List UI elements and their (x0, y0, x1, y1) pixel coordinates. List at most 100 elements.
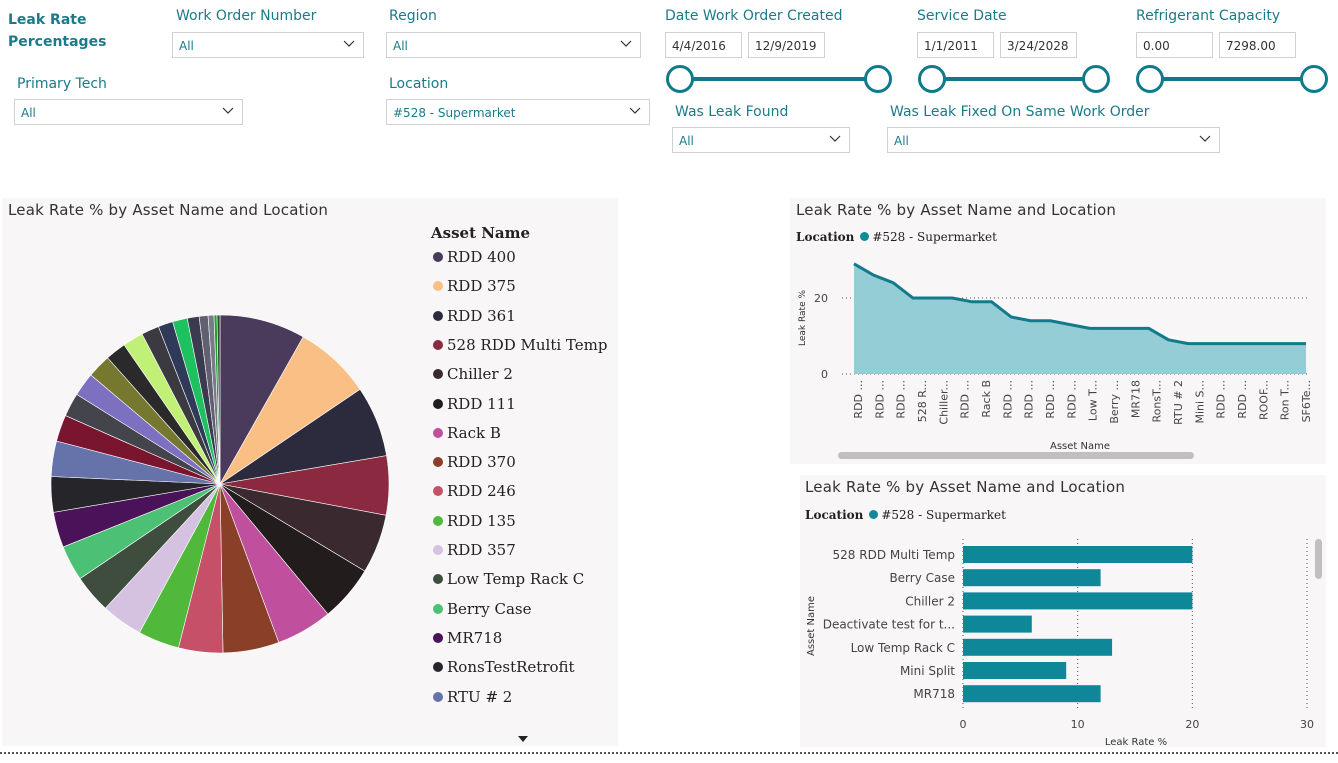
work-order-dropdown[interactable]: All (172, 32, 364, 58)
pie-slice[interactable] (219, 314, 304, 486)
x-tick-label: RDD ... (852, 380, 865, 419)
work-order-label: Work Order Number (176, 8, 317, 24)
slider-track (928, 77, 1100, 81)
refrigerant-min-input[interactable]: 0.00 (1136, 32, 1213, 58)
service-date-start-input[interactable]: 1/1/2011 (917, 32, 994, 58)
x-tick-label: RDD ... (1215, 380, 1228, 419)
vertical-scrollbar[interactable] (1315, 539, 1322, 579)
legend-item[interactable]: Berry Case (433, 600, 531, 618)
refrigerant-slider[interactable] (1136, 65, 1328, 93)
leak-fixed-dropdown[interactable]: All (887, 127, 1220, 153)
bar[interactable] (963, 569, 1101, 587)
x-tick-label: RDD ... (1236, 380, 1249, 419)
legend-item[interactable]: RDD 357 (433, 541, 516, 559)
bar[interactable] (963, 638, 1113, 656)
location-value: #528 - Supermarket (393, 106, 516, 120)
y-axis-label: Asset Name (806, 596, 817, 656)
legend-label: RDD 370 (447, 453, 516, 472)
legend-item[interactable]: MR718 (433, 629, 502, 647)
legend-dot (433, 574, 443, 585)
legend-item[interactable]: RDD 400 (433, 248, 516, 266)
date-created-start-input[interactable]: 4/4/2016 (665, 32, 742, 58)
x-tick-label: 10 (1071, 718, 1085, 731)
legend-label: RDD 375 (447, 277, 516, 296)
x-tick-label: Ron T... (1279, 380, 1292, 420)
area-chart-legend: Location #528 - Supermarket (796, 230, 997, 244)
series-line[interactable] (853, 262, 1306, 346)
x-tick-label: Rack B (980, 380, 993, 418)
location-dropdown[interactable]: #528 - Supermarket (386, 99, 650, 125)
legend-item[interactable]: RDD 361 (433, 307, 516, 325)
legend-item[interactable]: RDD 375 (433, 277, 516, 295)
leak-found-dropdown[interactable]: All (672, 127, 850, 153)
chevron-down-icon (629, 107, 641, 114)
legend-item[interactable]: Rack B (433, 424, 501, 442)
chevron-down-icon (1199, 135, 1211, 142)
legend-scroll-down-icon[interactable] (517, 735, 529, 743)
date-created-slider[interactable] (666, 65, 892, 93)
area-fill[interactable] (854, 263, 1306, 374)
x-tick-label: Mini S... (1193, 380, 1206, 424)
region-dropdown[interactable]: All (386, 32, 641, 58)
service-date-slider[interactable] (918, 65, 1110, 93)
primary-tech-dropdown[interactable]: All (14, 99, 243, 125)
legend-label: Berry Case (447, 599, 532, 618)
legend-dot (433, 632, 443, 643)
service-date-end-input[interactable]: 3/24/2028 (1000, 32, 1077, 58)
legend-label: RDD 361 (447, 306, 516, 325)
legend-item[interactable]: RDD 246 (433, 482, 516, 500)
slider-end-handle[interactable] (1300, 65, 1328, 93)
x-tick-label: 528 R... (916, 380, 929, 422)
pie-slice[interactable] (216, 314, 221, 485)
bar[interactable] (963, 546, 1193, 563)
page-title: Leak Rate Percentages (8, 12, 107, 50)
slider-end-handle[interactable] (864, 65, 892, 93)
legend-title: Asset Name (431, 224, 531, 242)
leak-fixed-label: Was Leak Fixed On Same Work Order (890, 104, 1150, 120)
bar-chart-panel: Leak Rate % by Asset Name and Location L… (800, 475, 1326, 747)
legend-item[interactable]: RTU # 2 (433, 688, 512, 706)
legend-item[interactable]: RonsTestRetrofit (433, 658, 575, 676)
y-tick-label: Low Temp Rack C (851, 641, 955, 655)
x-axis-label: Leak Rate % (1105, 737, 1167, 747)
legend-label: RonsTestRetrofit (447, 658, 575, 677)
legend-item[interactable]: RDD 111 (433, 395, 516, 413)
bar[interactable] (963, 685, 1101, 703)
bar-chart-legend: Location #528 - Supermarket (805, 508, 1006, 522)
x-tick-label: RDD ... (1044, 380, 1057, 419)
legend-dot (433, 457, 443, 468)
y-tick-label: Mini Split (900, 664, 955, 678)
legend-item[interactable]: Low Temp Rack C (433, 570, 584, 588)
legend-value: #528 - Supermarket (881, 508, 1006, 522)
leak-fixed-value: All (894, 134, 909, 148)
location-label: Location (389, 76, 449, 92)
x-axis-label: Asset Name (1050, 441, 1110, 452)
date-created-end-input[interactable]: 12/9/2019 (748, 32, 825, 58)
refrigerant-max-input[interactable]: 7298.00 (1219, 32, 1296, 58)
legend-item[interactable]: 528 RDD Multi Temp (433, 336, 607, 354)
x-tick-label: RDD ... (873, 380, 886, 419)
bar[interactable] (963, 615, 1032, 633)
bar[interactable] (963, 592, 1193, 610)
horizontal-scrollbar[interactable] (838, 452, 1194, 459)
area-chart-title: Leak Rate % by Asset Name and Location (796, 201, 1117, 219)
slider-end-handle[interactable] (1082, 65, 1110, 93)
slider-start-handle[interactable] (666, 65, 694, 93)
legend-label: MR718 (447, 628, 503, 647)
x-tick-label: Berry ... (1108, 380, 1121, 424)
bar[interactable] (963, 662, 1067, 679)
slider-start-handle[interactable] (1136, 65, 1164, 93)
legend-value: #528 - Supermarket (872, 230, 997, 244)
legend-dot (433, 339, 443, 350)
legend-label: Low Temp Rack C (447, 570, 585, 589)
legend-dot (433, 281, 443, 292)
legend-item[interactable]: RDD 370 (433, 453, 516, 471)
leak-found-value: All (679, 134, 694, 148)
legend-item[interactable]: RDD 135 (433, 512, 516, 530)
bar-chart-title: Leak Rate % by Asset Name and Location (805, 478, 1126, 496)
legend-item[interactable]: Chiller 2 (433, 365, 513, 383)
legend-dot (869, 510, 879, 519)
slider-start-handle[interactable] (918, 65, 946, 93)
x-tick-label: SF6Te... (1300, 380, 1313, 422)
area-chart-panel: Leak Rate % by Asset Name and Location L… (790, 198, 1326, 464)
